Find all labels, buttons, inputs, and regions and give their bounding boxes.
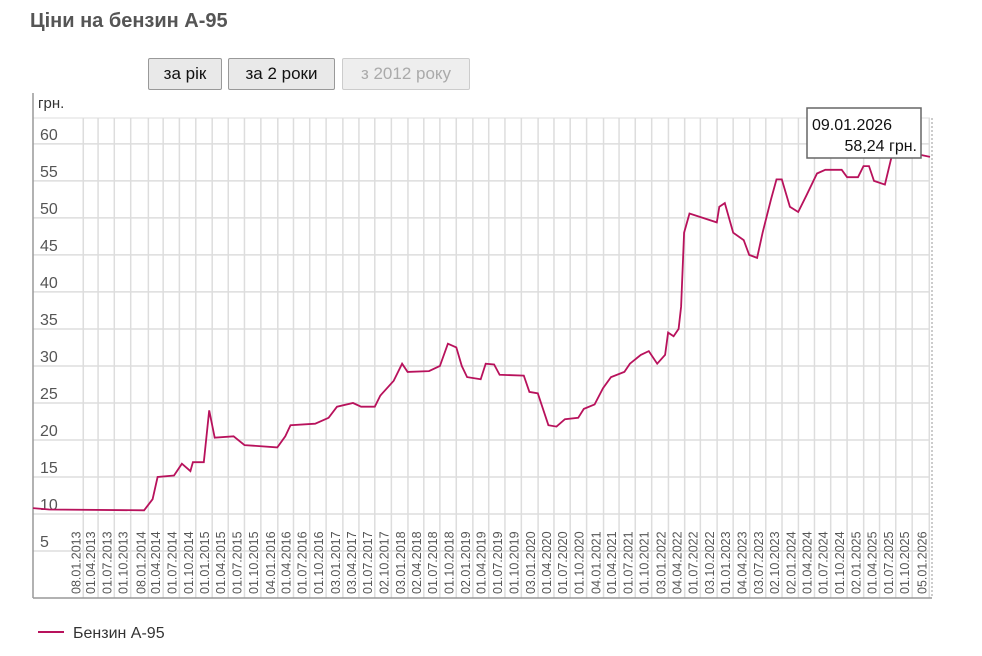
x-tick-label: 01.10.2020	[573, 531, 587, 594]
x-tick-label: 01.07.2019	[491, 531, 505, 594]
x-tick-label: 01.07.2014	[165, 531, 179, 594]
x-tick-label: 08.01.2013	[69, 531, 83, 594]
x-tick-label: 01.10.2025	[898, 531, 912, 594]
x-tick-label: 02.01.2019	[459, 531, 473, 594]
x-tick-label: 02.01.2024	[784, 531, 798, 594]
x-tick-label: 03.01.2017	[329, 531, 343, 594]
x-tick-label: 03.04.2017	[345, 531, 359, 594]
button[interactable]: за рік	[148, 58, 222, 90]
x-tick-label: 01.07.2016	[296, 531, 310, 594]
title: Ціни на бензин А-95	[30, 10, 228, 32]
x-tick-label: 01.07.2017	[361, 531, 375, 594]
y-tick-label: 20	[40, 423, 58, 440]
x-tick-label: 01.10.2024	[833, 531, 847, 594]
x-tick-label: 01.01.2023	[719, 531, 733, 594]
x-tick-label: 01.07.2013	[100, 531, 114, 594]
x-tick-label: 04.01.2021	[590, 531, 604, 594]
x-tick-label: 04.04.2023	[736, 531, 750, 594]
y-axis-label: грн.	[38, 95, 64, 112]
x-tick-label: 01.07.2025	[882, 531, 896, 594]
x-tick-label: 02.10.2017	[377, 531, 391, 594]
y-tick-label: 45	[40, 238, 58, 255]
x-tick-label: 01.04.2016	[279, 531, 293, 594]
x-tick-label: 02.04.2018	[410, 531, 424, 594]
x-tick-label: 04.04.2022	[671, 531, 685, 594]
x-tick-label: 02.01.2025	[850, 531, 864, 594]
x-tick-label: 01.04.2024	[800, 531, 814, 594]
button[interactable]: за 2 роки	[228, 58, 335, 90]
x-tick-label: 08.01.2014	[134, 531, 148, 594]
x-tick-label: 03.07.2023	[752, 531, 766, 594]
y-tick-label: 5	[40, 534, 49, 551]
line	[32, 150, 931, 512]
x-tick-label: 01.10.2019	[507, 531, 521, 594]
y-tick-label: 50	[40, 201, 58, 218]
x-tick-label: 01.10.2016	[312, 531, 326, 594]
y-tick-label: 15	[40, 460, 58, 477]
button: з 2012 року	[342, 58, 470, 90]
x-tick-label: 01.01.2015	[198, 531, 212, 594]
x-tick-label: 02.10.2023	[768, 531, 782, 594]
x-tick-label: 01.07.2020	[556, 531, 570, 594]
x-tick-label: 01.04.2014	[149, 531, 163, 594]
x-tick-label: 01.10.2021	[638, 531, 652, 594]
x-tick-label: 01.10.2018	[442, 531, 456, 594]
x-tick-label: 01.10.2015	[247, 531, 261, 594]
x-tick-label: 01.07.2024	[817, 531, 831, 594]
x-tick-label: 01.07.2018	[426, 531, 440, 594]
x-tick-label: 01.04.2015	[214, 531, 228, 594]
x-tick-label: 05.01.2026	[915, 531, 929, 594]
x-tick-label: 03.10.2022	[703, 531, 717, 594]
tooltip-date: 09.01.2026	[812, 117, 892, 134]
tooltip-value: 58,24 грн.	[845, 138, 918, 155]
y-tick-label: 60	[40, 127, 58, 144]
x-tick-label: 01.10.2013	[117, 531, 131, 594]
x-tick-label: 01.04.2025	[866, 531, 880, 594]
x-tick-label: 04.01.2016	[264, 531, 278, 594]
legend-label: Бензин А-95	[73, 625, 165, 642]
tooltip-box	[806, 107, 922, 159]
y-tick-label: 10	[40, 497, 58, 514]
y-tick-label: 40	[40, 275, 58, 292]
x-tick-label: 01.07.2021	[621, 531, 635, 594]
x-tick-label: 03.01.2018	[394, 531, 408, 594]
x-tick-label: 01.07.2015	[230, 531, 244, 594]
x-tick-label: 01.04.2019	[475, 531, 489, 594]
y-tick-label: 55	[40, 164, 58, 181]
y-tick-label: 25	[40, 386, 58, 403]
x-tick-label: 01.04.2013	[84, 531, 98, 594]
x-tick-label: 01.04.2021	[605, 531, 619, 594]
x-tick-label: 03.01.2022	[654, 531, 668, 594]
x-tick-label: 01.04.2020	[540, 531, 554, 594]
x-tick-label: 01.10.2014	[182, 531, 196, 594]
y-tick-label: 30	[40, 349, 58, 366]
x-tick-label: 01.07.2022	[686, 531, 700, 594]
y-tick-label: 35	[40, 312, 58, 329]
x-tick-label: 03.01.2020	[524, 531, 538, 594]
